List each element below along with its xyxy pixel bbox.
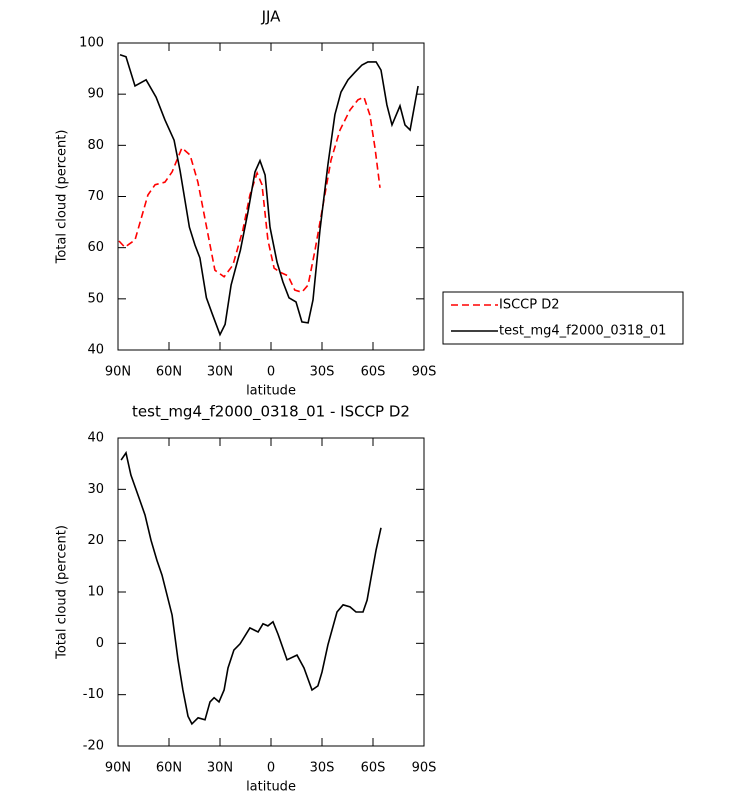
y-tick-label: 20 <box>87 533 104 548</box>
y-axis-label: Total cloud (percent) <box>55 525 70 660</box>
legend-label: test_mg4_f2000_0318_01 <box>499 324 666 339</box>
y-tick-label: 60 <box>87 240 104 255</box>
x-tick-label: 0 <box>267 365 275 380</box>
x-tick-label: 30S <box>310 365 335 380</box>
x-tick-label: 60S <box>361 365 386 380</box>
y-tick-label: 90 <box>87 87 104 102</box>
x-tick-label: 60N <box>156 761 182 776</box>
x-axis-label: latitude <box>246 780 296 795</box>
plot-frame <box>117 437 425 747</box>
x-tick-label: 0 <box>267 761 275 776</box>
x-tick-label: 90S <box>412 761 437 776</box>
x-tick-label: 30N <box>207 761 233 776</box>
x-tick-label: 60S <box>361 761 386 776</box>
y-tick-label: 70 <box>87 189 104 204</box>
y-tick-label: 0 <box>96 636 104 651</box>
y-axis-label: Total cloud (percent) <box>55 130 70 265</box>
chart-title: test_mg4_f2000_0318_01 - ISCCP D2 <box>132 403 410 422</box>
x-tick-label: 90S <box>412 365 437 380</box>
legend-label: ISCCP D2 <box>499 298 560 313</box>
y-tick-label: 40 <box>87 431 104 446</box>
data-line <box>118 96 381 294</box>
x-tick-label: 90N <box>105 761 131 776</box>
x-tick-label: 30N <box>207 365 233 380</box>
data-line <box>120 450 382 726</box>
legend-box <box>442 291 684 345</box>
x-axis-label: latitude <box>246 384 296 399</box>
x-tick-label: 90N <box>105 365 131 380</box>
y-tick-label: 50 <box>87 291 104 306</box>
y-tick-label: 30 <box>87 482 104 497</box>
data-line <box>119 54 419 337</box>
y-tick-label: 80 <box>87 138 104 153</box>
x-tick-label: 30S <box>310 761 335 776</box>
y-tick-label: -20 <box>83 739 104 754</box>
chart-title: JJA <box>261 8 282 26</box>
y-tick-label: -10 <box>83 687 104 702</box>
y-tick-label: 100 <box>79 36 104 51</box>
y-tick-label: 40 <box>87 343 104 358</box>
y-tick-label: 10 <box>87 585 104 600</box>
plot-frame <box>117 42 425 351</box>
x-tick-label: 60N <box>156 365 182 380</box>
